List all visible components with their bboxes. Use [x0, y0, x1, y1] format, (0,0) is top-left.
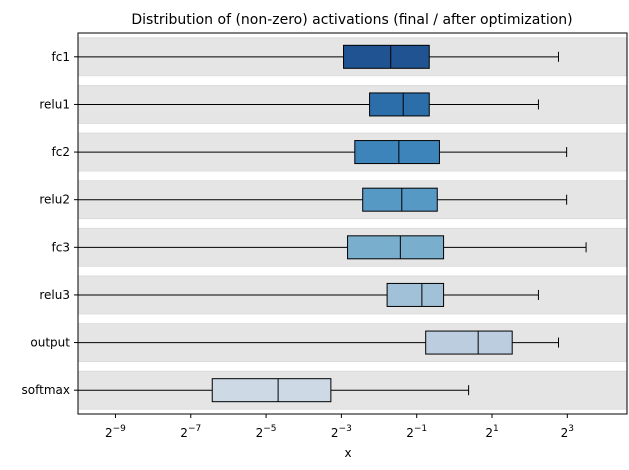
- box-fc3: [77, 235, 587, 260]
- y-tick-label-fc1: fc1: [52, 50, 70, 64]
- x-tick-label-−1: 2−1: [406, 424, 427, 440]
- box-relu1: [77, 92, 539, 117]
- y-axis: fc1 relu1 fc2 relu2 fc3 relu3 output softmax: [22, 50, 78, 397]
- iqr-box-softmax: [211, 378, 332, 403]
- x-tick-label-3: 23: [561, 424, 574, 440]
- box-fc2: [77, 140, 568, 165]
- box-relu2: [77, 187, 568, 212]
- box-output: [77, 330, 559, 355]
- y-tick-label-relu1: relu1: [39, 97, 70, 111]
- row-bands: [77, 37, 628, 410]
- iqr-box-fc3: [347, 235, 445, 260]
- box-softmax: [77, 378, 470, 403]
- y-tick-label-relu2: relu2: [39, 193, 70, 207]
- plot-frame: [77, 32, 628, 415]
- x-tick-label-−3: 2−3: [331, 424, 352, 440]
- chart-title: Distribution of (non-zero) activations (…: [131, 12, 572, 28]
- x-tick-label-1: 21: [485, 424, 498, 440]
- box-fc1: [77, 44, 559, 69]
- iqr-box-fc1: [343, 44, 430, 69]
- x-tick-label-−7: 2−7: [180, 424, 201, 440]
- y-tick-label-relu3: relu3: [39, 288, 70, 302]
- x-axis: 2−9 2−7 2−5 2−3 2−1 21 23: [105, 414, 574, 440]
- y-tick-label-fc3: fc3: [52, 240, 70, 254]
- x-tick-label-−9: 2−9: [105, 424, 126, 440]
- box-series: [77, 44, 587, 403]
- y-tick-label-softmax: softmax: [22, 383, 70, 397]
- iqr-box-output: [425, 330, 513, 355]
- box-relu3: [77, 282, 539, 307]
- iqr-box-fc2: [354, 140, 440, 165]
- iqr-box-relu3: [386, 282, 445, 307]
- y-tick-label-output: output: [30, 336, 70, 350]
- x-axis-label: x: [344, 446, 351, 460]
- x-tick-label-−5: 2−5: [256, 424, 277, 440]
- y-tick-label-fc2: fc2: [52, 145, 70, 159]
- iqr-box-relu1: [369, 92, 430, 117]
- iqr-box-relu2: [362, 187, 438, 212]
